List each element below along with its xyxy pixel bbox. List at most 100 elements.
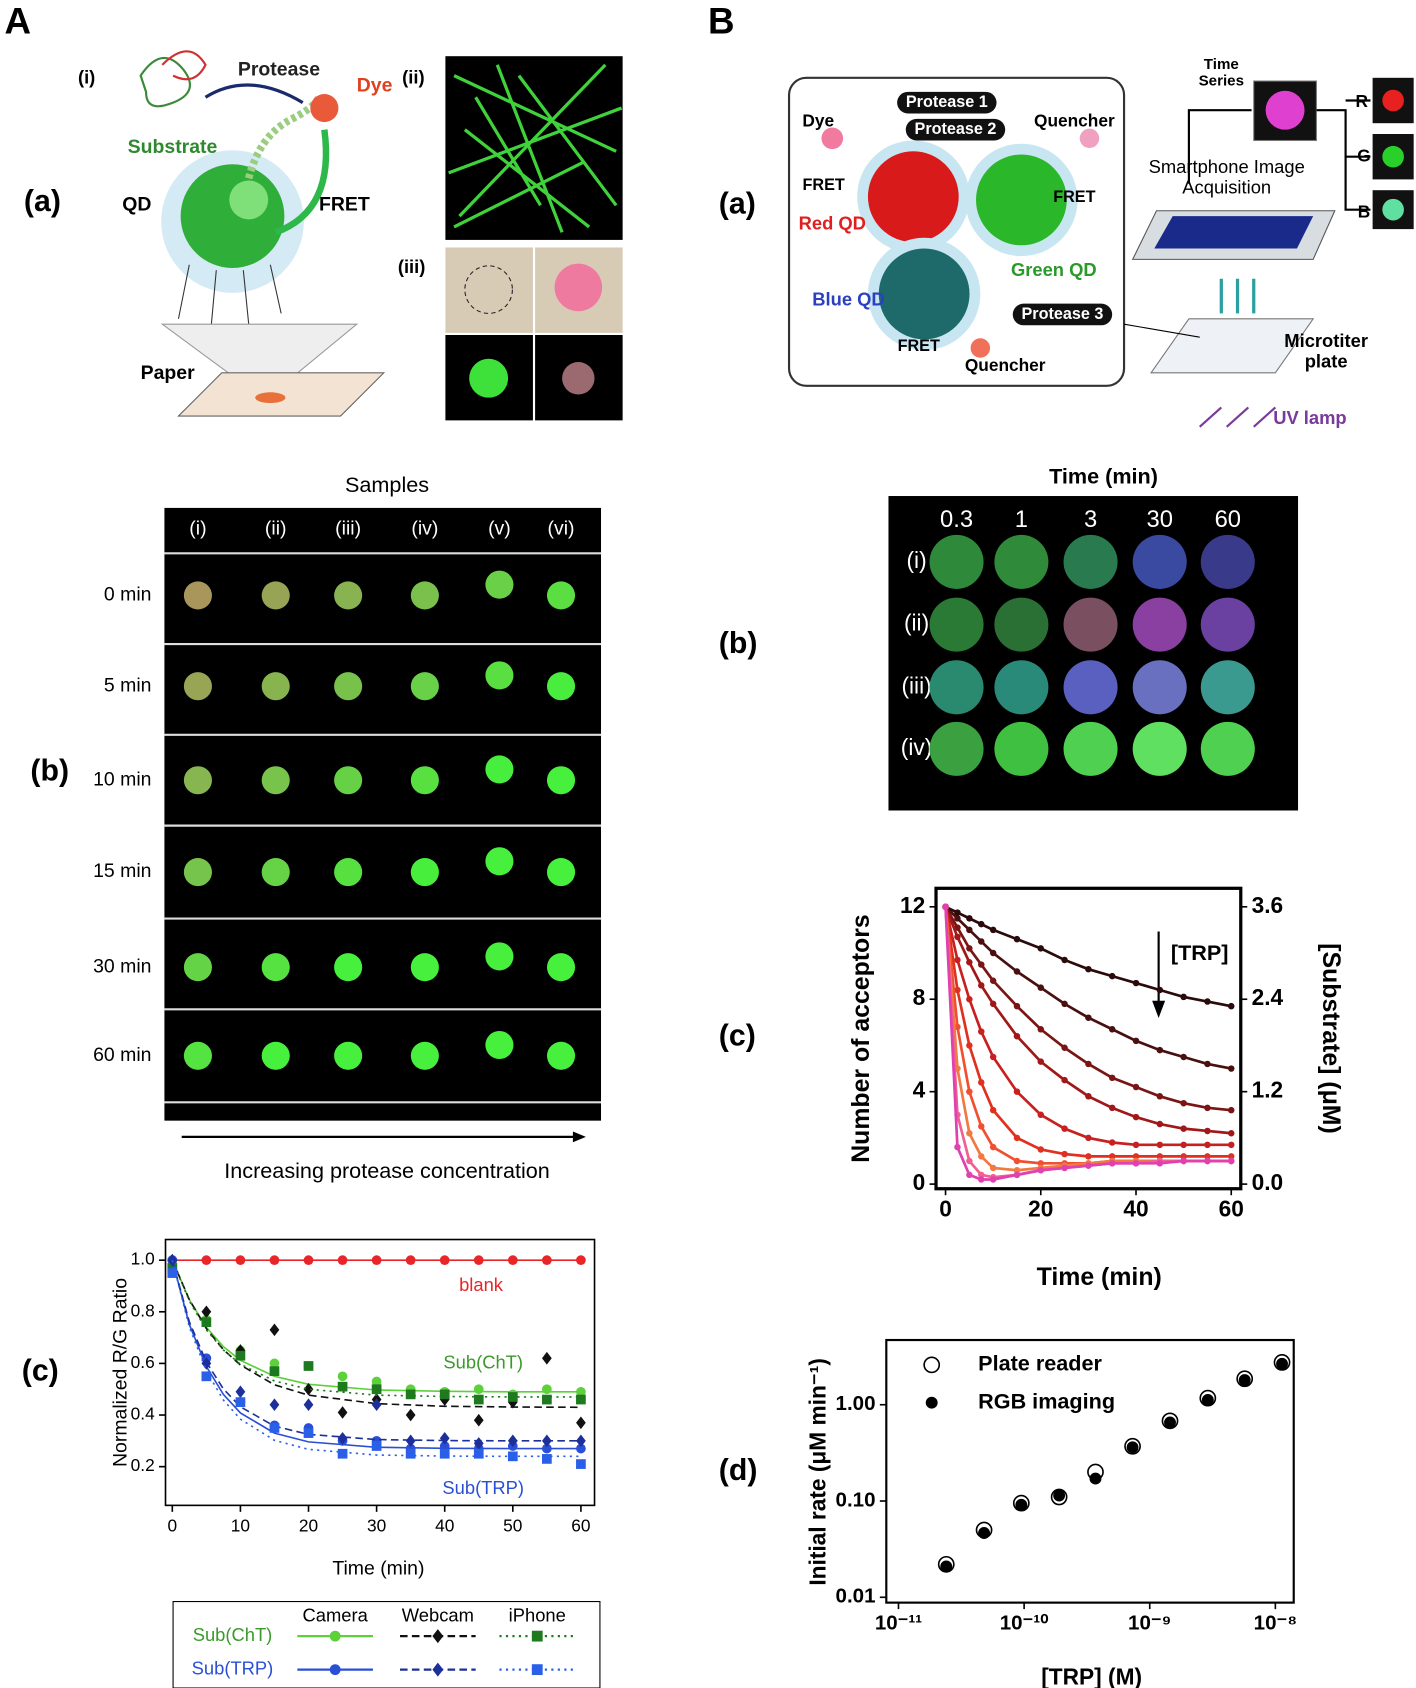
marker xyxy=(337,1381,348,1392)
marker xyxy=(473,1384,484,1395)
well xyxy=(1132,660,1187,715)
annotation: blank xyxy=(459,1274,504,1295)
marker xyxy=(1238,1374,1251,1386)
marker xyxy=(576,1386,586,1397)
section-title: Time (min) xyxy=(1049,463,1158,488)
sample-spot xyxy=(261,672,290,701)
label: FRET xyxy=(898,337,940,355)
row-label: (iv) xyxy=(901,734,933,760)
marker xyxy=(1089,1472,1102,1485)
label: Dye xyxy=(357,75,393,97)
data-point xyxy=(1085,1134,1092,1142)
marker xyxy=(1276,1357,1288,1370)
subpanel-label: (b) xyxy=(719,627,758,660)
data-point xyxy=(1204,1060,1211,1068)
legend-header: Camera xyxy=(303,1605,369,1626)
sample-spot xyxy=(546,953,576,982)
y-tick-label: 0.01 xyxy=(836,1585,876,1608)
marker xyxy=(1053,1489,1066,1502)
sample-spot xyxy=(546,581,576,610)
x-tick-label: 10⁻⁹ xyxy=(1128,1612,1171,1635)
marker xyxy=(1164,1416,1176,1429)
plot-frame xyxy=(885,1338,1295,1604)
x-tick-label: 20 xyxy=(1028,1195,1053,1221)
data-point xyxy=(1108,972,1116,980)
data-point xyxy=(1228,1153,1235,1160)
label: Red QD xyxy=(799,213,866,234)
marker xyxy=(531,1664,543,1676)
marker xyxy=(269,1398,280,1412)
data-point xyxy=(954,1143,961,1151)
x-tick-label: 0 xyxy=(168,1516,178,1536)
label: R xyxy=(1356,91,1369,111)
y-tick-label: 4 xyxy=(913,1077,926,1103)
sample-spot xyxy=(410,766,439,795)
sample-spot xyxy=(183,672,212,701)
well xyxy=(994,597,1049,652)
sample-grid: (i) (ii) (iii) (iv) (v) (vi) xyxy=(164,518,602,1104)
well xyxy=(1063,660,1118,715)
marker xyxy=(405,1448,416,1459)
data-point xyxy=(1061,956,1068,964)
label: FRET xyxy=(802,176,844,194)
y2-tick-label: 2.4 xyxy=(1252,984,1284,1010)
data-point xyxy=(978,982,985,989)
uv-arrows xyxy=(1198,406,1277,428)
label: Blue QD xyxy=(812,288,884,309)
column-label: 60 xyxy=(1215,506,1241,533)
spot xyxy=(255,392,286,404)
data-point xyxy=(1204,1153,1211,1160)
marker xyxy=(432,1662,444,1677)
plot-frame xyxy=(164,1238,596,1507)
marker xyxy=(303,1398,314,1412)
data-point xyxy=(1061,1125,1068,1132)
label: FRET xyxy=(1053,188,1095,206)
column-label: 3 xyxy=(1084,506,1097,533)
data-point xyxy=(978,1028,985,1035)
data-point xyxy=(1228,1157,1235,1165)
marker xyxy=(201,1317,212,1327)
connector xyxy=(1187,109,1252,184)
data-point xyxy=(1037,1111,1045,1119)
cone xyxy=(160,323,359,401)
data-point xyxy=(978,961,985,968)
marker xyxy=(439,1393,450,1406)
y-tick-label: 0.4 xyxy=(131,1404,155,1424)
marker xyxy=(439,1441,450,1451)
well xyxy=(1200,597,1255,652)
data-point xyxy=(1108,1104,1116,1112)
sample-spot xyxy=(183,1041,212,1070)
well xyxy=(1132,534,1187,589)
marker xyxy=(576,1459,586,1469)
quencher xyxy=(970,338,991,358)
column-label: (v) xyxy=(488,518,511,540)
micrograph xyxy=(445,56,623,240)
marker xyxy=(541,1434,552,1448)
series-line xyxy=(171,1259,581,1398)
well xyxy=(929,721,984,776)
data-point xyxy=(966,1088,973,1095)
qd-highlight xyxy=(229,180,269,220)
x-axis-label: Time (min) xyxy=(332,1557,424,1579)
well xyxy=(1200,660,1255,715)
data-point xyxy=(989,1053,997,1061)
data-point xyxy=(1037,1058,1045,1065)
marker xyxy=(303,1382,314,1396)
x-tick-label: 30 xyxy=(367,1516,386,1536)
data-point xyxy=(1013,1088,1021,1095)
data-point xyxy=(1037,1026,1045,1033)
y2-tick-label: 3.6 xyxy=(1252,892,1284,918)
y-tick-label: 12 xyxy=(900,892,925,918)
marker xyxy=(371,1384,382,1395)
marker xyxy=(473,1255,484,1266)
fibers xyxy=(448,63,623,233)
row-label: (iii) xyxy=(901,672,931,698)
data-point xyxy=(989,977,997,984)
data-point xyxy=(1013,1032,1021,1040)
marker xyxy=(541,1394,552,1405)
marker xyxy=(167,1268,178,1278)
column-label: (iii) xyxy=(335,518,361,540)
x-tick-label: 60 xyxy=(1219,1195,1244,1221)
label: G xyxy=(1357,145,1370,165)
